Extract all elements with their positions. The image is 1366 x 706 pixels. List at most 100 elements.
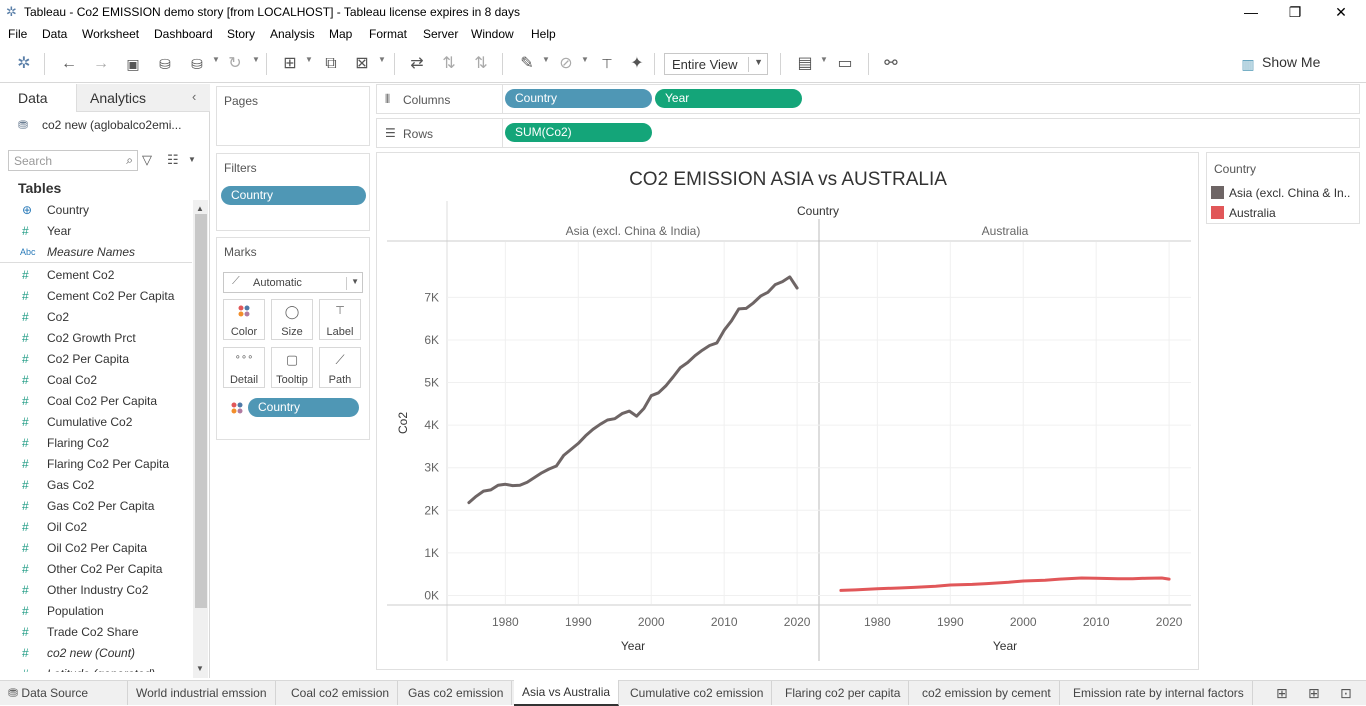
sort-ascending-icon[interactable]: ⇅ xyxy=(442,55,456,72)
filter-pill-country[interactable]: Country xyxy=(221,186,366,205)
menu-worksheet[interactable]: Worksheet xyxy=(82,27,140,41)
new-worksheet-icon[interactable]: ⊞ xyxy=(283,55,297,72)
sort-descending-icon[interactable]: ⇅ xyxy=(474,55,488,72)
path-button[interactable]: ⟋ Path xyxy=(319,347,361,388)
filters-shelf[interactable]: Filters Country xyxy=(216,153,370,231)
tab-co2-emission-by-cement[interactable]: co2 emission by cement xyxy=(914,681,1060,705)
tab-data-source[interactable]: ⛃ Data Source xyxy=(0,681,128,705)
tab-cumulative-co2-emission[interactable]: Cumulative co2 emission xyxy=(622,681,773,705)
rows-pill-sum-co2[interactable]: SUM(Co2) xyxy=(505,123,652,142)
tab-gas-co2-emission[interactable]: Gas co2 emission xyxy=(400,681,513,705)
pause-updates-icon[interactable]: ⛁ xyxy=(191,56,203,72)
field-item[interactable]: # Cumulative Co2 xyxy=(0,412,192,433)
field-item[interactable]: # Coal Co2 Per Capita xyxy=(0,391,192,412)
show-mark-labels-icon[interactable]: ⊤ xyxy=(601,56,613,71)
tab-world-industrial-emssion[interactable]: World industrial emssion xyxy=(128,681,276,705)
fix-axes-icon[interactable]: ✦ xyxy=(630,55,644,72)
new-dashboard-tab-icon[interactable]: ⊞ xyxy=(1308,685,1320,701)
field-item[interactable]: # Population xyxy=(0,601,192,622)
chevron-down-icon[interactable]: ▼ xyxy=(212,55,220,64)
show-cards-icon[interactable]: ▤ xyxy=(797,55,813,72)
field-item[interactable]: # Co2 xyxy=(0,307,192,328)
size-button[interactable]: ◯ Size xyxy=(271,299,313,340)
field-item[interactable]: # Co2 Per Capita xyxy=(0,349,192,370)
field-item[interactable]: # Gas Co2 xyxy=(0,475,192,496)
tab-data[interactable]: Data xyxy=(0,84,77,112)
field-item[interactable]: # Latitude (generated) xyxy=(0,664,192,672)
field-item[interactable]: # Co2 Growth Prct xyxy=(0,328,192,349)
clear-sheet-icon[interactable]: ⊠ xyxy=(355,55,369,72)
filter-icon[interactable]: ▽ xyxy=(142,152,152,167)
field-item[interactable]: # Year xyxy=(0,221,192,242)
field-item[interactable]: # Other Co2 Per Capita xyxy=(0,559,192,580)
search-input[interactable] xyxy=(9,151,117,170)
tooltip-button[interactable]: ▢ Tooltip xyxy=(271,347,313,388)
menu-analysis[interactable]: Analysis xyxy=(270,27,315,41)
close-button[interactable]: ✕ xyxy=(1335,4,1347,20)
chevron-down-icon[interactable]: ▼ xyxy=(252,55,260,64)
field-item[interactable]: ⊕ Country xyxy=(0,200,192,221)
restore-button[interactable]: ❐ xyxy=(1288,4,1302,20)
scrollbar-thumb[interactable] xyxy=(195,214,207,608)
chevron-down-icon[interactable]: ▼ xyxy=(188,155,196,164)
presentation-mode-icon[interactable]: ▭ xyxy=(837,55,853,72)
fit-dropdown[interactable]: Entire View ▼ xyxy=(664,53,768,75)
menu-story[interactable]: Story xyxy=(227,27,256,41)
field-item[interactable]: # Flaring Co2 xyxy=(0,433,192,454)
detail-button[interactable]: ∘∘∘ Detail xyxy=(223,347,265,388)
field-item[interactable]: # Cement Co2 Per Capita xyxy=(0,286,192,307)
tableau-home-icon[interactable]: ✲ xyxy=(17,55,31,72)
field-item[interactable]: Abc Measure Names xyxy=(0,242,192,263)
field-item[interactable]: # Flaring Co2 Per Capita xyxy=(0,454,192,475)
menu-dashboard[interactable]: Dashboard xyxy=(154,27,213,41)
viz-canvas[interactable]: CO2 EMISSION ASIA vs AUSTRALIA Country Asi… xyxy=(376,152,1199,670)
rows-shelf[interactable]: ☰ Rows SUM(Co2) xyxy=(376,118,1360,148)
new-worksheet-tab-icon[interactable]: ⊞ xyxy=(1276,685,1288,701)
field-item[interactable]: # Oil Co2 xyxy=(0,517,192,538)
view-options-icon[interactable]: ☷ xyxy=(167,152,179,167)
chevron-down-icon[interactable]: ▼ xyxy=(820,55,828,64)
highlight-icon[interactable]: ✎ xyxy=(520,55,534,72)
color-pill-country[interactable]: Country xyxy=(248,398,359,417)
new-datasource-icon[interactable]: ⛁ xyxy=(159,56,171,72)
field-item[interactable]: # Gas Co2 Per Capita xyxy=(0,496,192,517)
field-item[interactable]: # Trade Co2 Share xyxy=(0,622,192,643)
refresh-icon[interactable]: ↻ xyxy=(228,55,242,72)
new-story-tab-icon[interactable]: ⊡ xyxy=(1340,685,1352,701)
scroll-up-icon[interactable]: ▲ xyxy=(196,204,204,213)
field-item[interactable]: # Other Industry Co2 xyxy=(0,580,192,601)
color-button[interactable]: Color xyxy=(223,299,265,340)
pages-shelf[interactable]: Pages xyxy=(216,86,370,146)
field-item[interactable]: # Cement Co2 xyxy=(0,265,192,286)
columns-shelf[interactable]: ⫴ Columns Country Year xyxy=(376,84,1360,114)
tab-emission-rate-by-internal-factors[interactable]: Emission rate by internal factors xyxy=(1065,681,1253,705)
redo-icon[interactable]: → xyxy=(93,55,109,72)
menu-file[interactable]: File xyxy=(8,27,28,41)
mark-type-dropdown[interactable]: ⟋ Automatic ▼ xyxy=(223,272,363,293)
menu-window[interactable]: Window xyxy=(471,27,514,41)
undo-icon[interactable]: ← xyxy=(61,55,77,72)
swap-rows-columns-icon[interactable]: ⇄ xyxy=(410,55,424,72)
duplicate-sheet-icon[interactable]: ⧉ xyxy=(325,55,337,72)
share-icon[interactable]: ⚯ xyxy=(884,55,898,72)
show-me-icon[interactable]: ▥ xyxy=(1241,56,1255,72)
scroll-down-icon[interactable]: ▼ xyxy=(196,664,204,673)
tab-coal-co2-emission[interactable]: Coal co2 emission xyxy=(283,681,399,705)
menu-data[interactable]: Data xyxy=(42,27,68,41)
label-button[interactable]: ⊤ Label xyxy=(319,299,361,340)
field-item[interactable]: # Oil Co2 Per Capita xyxy=(0,538,192,559)
field-item[interactable]: # co2 new (Count) xyxy=(0,643,192,664)
line-chart[interactable]: CO2 EMISSION ASIA vs AUSTRALIA Country Asi… xyxy=(377,153,1198,669)
field-item[interactable]: # Coal Co2 xyxy=(0,370,192,391)
show-me-button[interactable]: Show Me xyxy=(1262,54,1321,70)
collapse-pane-icon[interactable]: ‹ xyxy=(192,89,197,104)
menu-server[interactable]: Server xyxy=(423,27,459,41)
tab-analytics[interactable]: Analytics xyxy=(77,84,210,112)
chevron-down-icon[interactable]: ▼ xyxy=(378,55,386,64)
menu-help[interactable]: Help xyxy=(531,27,556,41)
chevron-down-icon[interactable]: ▼ xyxy=(581,55,589,64)
tab-asia-vs-australia[interactable]: Asia vs Australia xyxy=(514,680,620,706)
minimize-button[interactable]: — xyxy=(1244,4,1258,20)
group-members-icon[interactable]: ⊘ xyxy=(559,55,573,72)
save-icon[interactable]: ▣ xyxy=(126,56,140,72)
